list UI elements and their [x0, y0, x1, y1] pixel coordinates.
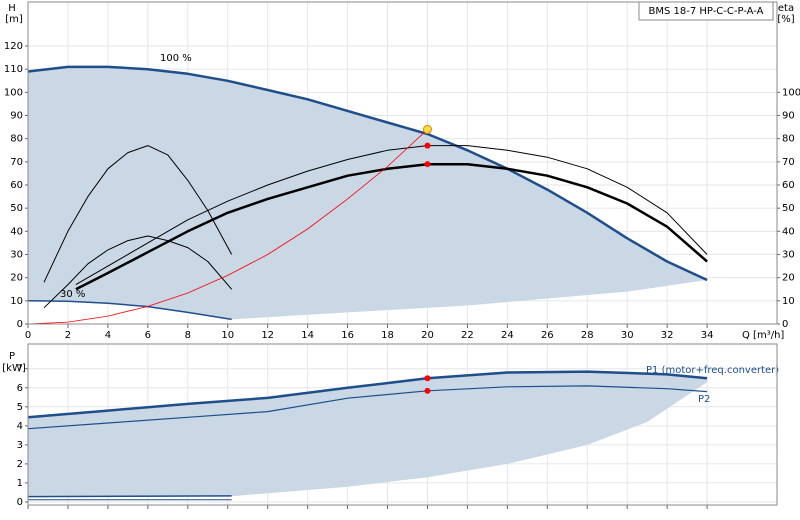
y-tick-label: 6 — [17, 383, 23, 394]
x-tick-label: 32 — [661, 330, 674, 341]
y-tick-label: 20 — [10, 273, 23, 284]
y-tick-label: 70 — [10, 157, 23, 168]
x-tick-label: 24 — [501, 330, 514, 341]
curve — [27, 65, 708, 282]
x-tick-label: 22 — [461, 330, 474, 341]
y-tick-label: 80 — [10, 134, 23, 145]
x-tick-label: 8 — [185, 330, 191, 341]
operating-range-area — [28, 371, 708, 497]
title-box — [638, 1, 774, 21]
x-tick-label: 16 — [341, 330, 354, 341]
y2-tick-label: 70 — [782, 157, 795, 168]
duty-point — [422, 124, 432, 134]
duty-point — [424, 375, 431, 382]
y-tick-label: 1 — [17, 478, 23, 489]
curve-label: 30 % — [60, 289, 85, 300]
duty-point — [424, 142, 431, 149]
y-tick-label: 3 — [17, 440, 23, 451]
y-axis-unit: [kW] — [2, 363, 26, 374]
y-tick-label: 0 — [17, 497, 23, 508]
y-axis-label: H — [8, 3, 16, 14]
curve — [75, 145, 708, 286]
y2-tick-label: 40 — [782, 226, 795, 237]
y-axis-unit: [m] — [5, 14, 23, 25]
y2-tick-label: 90 — [782, 111, 795, 122]
x-tick-label: 4 — [105, 330, 111, 341]
y-tick-label: 2 — [17, 459, 23, 470]
curve — [43, 235, 233, 309]
x-tick-label: 34 — [701, 330, 714, 341]
x-axis-label: Q [m³/h] — [742, 330, 784, 341]
curve — [75, 162, 708, 291]
y2-tick-label: 50 — [782, 203, 795, 214]
curve-label: P1 (motor+freq.converter) — [646, 365, 779, 376]
y-tick-label: 40 — [10, 226, 23, 237]
x-tick-label: 30 — [621, 330, 634, 341]
x-tick-label: 0 — [25, 330, 31, 341]
y2-tick-label: 100 — [782, 87, 800, 98]
y-tick-label: 60 — [10, 180, 23, 191]
curve-label: P2 — [698, 394, 710, 405]
plot-frame — [27, 343, 778, 506]
y-axis-label: P — [9, 351, 15, 362]
duty-point — [424, 387, 431, 394]
y-tick-label: 5 — [17, 402, 23, 413]
y-tick-label: 30 — [10, 250, 23, 261]
y2-tick-label: 0 — [782, 319, 788, 330]
y-tick-label: 4 — [17, 421, 23, 432]
y-tick-label: 120 — [4, 41, 23, 52]
y2-tick-label: 60 — [782, 180, 795, 191]
curve-label: 100 % — [160, 53, 192, 64]
x-tick-label: 18 — [381, 330, 394, 341]
y-tick-label: 50 — [10, 203, 23, 214]
x-tick-label: 20 — [421, 330, 434, 341]
x-tick-label: 10 — [221, 330, 234, 341]
y-tick-label: 110 — [4, 64, 23, 75]
x-tick-label: 6 — [145, 330, 151, 341]
curve — [27, 129, 428, 325]
y-tick-label: 0 — [17, 319, 23, 330]
y2-tick-label: 30 — [782, 250, 795, 261]
operating-range-area — [28, 66, 708, 320]
plot-frame — [27, 1, 778, 325]
x-tick-label: 14 — [301, 330, 314, 341]
x-tick-label: 2 — [65, 330, 71, 341]
curve — [27, 370, 708, 419]
y-tick-label: 100 — [4, 87, 23, 98]
curve — [43, 145, 233, 283]
y2-axis-unit: [%] — [777, 14, 794, 25]
duty-point — [424, 161, 431, 168]
chart-title: BMS 18-7 HP-C-C-P-A-A — [648, 6, 763, 17]
y-tick-label: 10 — [10, 296, 23, 307]
y2-axis-label: eta — [778, 3, 794, 14]
y-tick-label: 90 — [10, 111, 23, 122]
curve — [27, 495, 232, 498]
y2-tick-label: 10 — [782, 296, 795, 307]
x-tick-label: 12 — [261, 330, 274, 341]
curve — [27, 385, 708, 430]
y2-tick-label: 20 — [782, 273, 795, 284]
y-tick-label: 7 — [17, 364, 23, 375]
x-tick-label: 28 — [581, 330, 594, 341]
curve — [27, 300, 232, 321]
y2-tick-label: 80 — [782, 134, 795, 145]
x-tick-label: 26 — [541, 330, 554, 341]
